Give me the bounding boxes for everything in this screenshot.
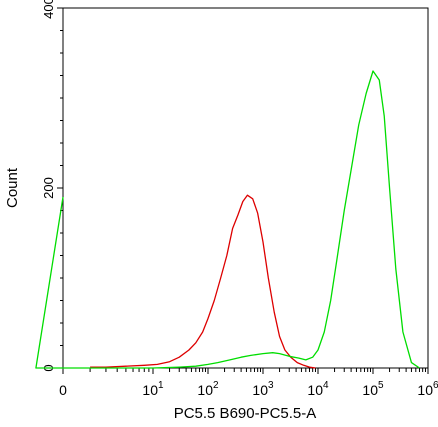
series-layer: [35, 70, 420, 369]
y-tick-label: 200: [41, 177, 56, 199]
y-axis-label: Count: [4, 167, 21, 208]
x-tick-label: 0: [59, 382, 67, 398]
x-minor-ticks: [62, 368, 426, 372]
series-line-1: [90, 194, 316, 369]
x-tick-label: 106: [417, 380, 438, 398]
x-tick-label: 102: [197, 380, 219, 398]
x-tick-label: 105: [362, 380, 384, 398]
x-tick-exponent: 4: [323, 380, 329, 391]
x-tick-label: 104: [307, 380, 329, 398]
x-tick-exponent: 6: [433, 380, 438, 391]
x-tick-label: 101: [142, 380, 164, 398]
x-axis: 0 101 102 103 104 105 106: [59, 368, 438, 398]
x-tick-exponent: 5: [378, 380, 384, 391]
x-tick-exponent: 3: [268, 380, 274, 391]
x-tick-exponent: 1: [158, 380, 164, 391]
x-tick-label: 103: [252, 380, 274, 398]
series-line-2: [35, 70, 420, 369]
y-tick-label: 400: [41, 0, 56, 19]
x-axis-label: PC5.5 B690-PC5.5-A: [174, 405, 317, 422]
plot-frame: [62, 7, 429, 369]
x-tick-exponent: 2: [213, 380, 219, 391]
